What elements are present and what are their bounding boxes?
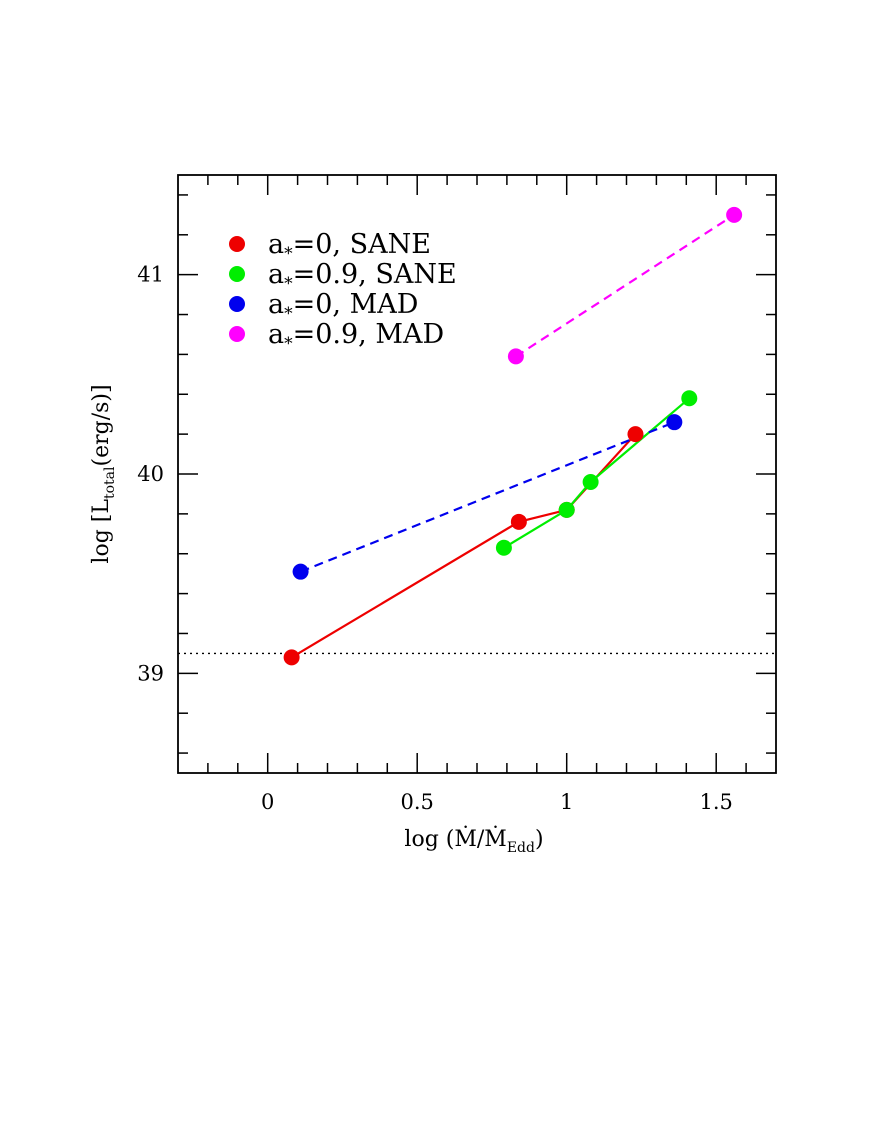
x-tick-label: 0.5 [400, 790, 433, 814]
legend-label: a*=0.9, SANE [268, 259, 457, 294]
plot-frame [177, 174, 777, 774]
y-tick-label: 40 [137, 462, 164, 486]
y-axis-label-suffix: (erg/s)] [89, 384, 114, 466]
y-tick-label: 41 [137, 263, 164, 287]
legend-marker [229, 296, 245, 312]
data-point [283, 649, 300, 666]
legend-marker [229, 236, 245, 252]
series-line-2 [300, 421, 675, 573]
legend-label: a*=0, MAD [268, 289, 418, 324]
data-point [507, 348, 524, 365]
x-tick-label: 0 [261, 790, 274, 814]
y-axis-label-sub: total [102, 466, 118, 499]
y-axis-label: log [Ltotal(erg/s)] [89, 384, 118, 563]
data-point [292, 563, 309, 580]
y-tick-label: 39 [137, 661, 164, 685]
series-line-1 [503, 397, 691, 549]
legend-marker [229, 266, 245, 282]
data-point [558, 501, 575, 518]
x-axis-label-sub: Edd [507, 840, 535, 856]
data-point [666, 414, 683, 431]
legend-label: a*=0.9, MAD [268, 319, 444, 354]
data-point [510, 513, 527, 530]
y-axis-label-prefix: log [L [89, 499, 114, 564]
data-point [627, 426, 644, 443]
x-axis-label-main: Ṁ/Ṁ [454, 825, 506, 852]
series-line-3 [515, 213, 735, 358]
x-tick-label: 1 [560, 790, 573, 814]
legend-label: a*=0, SANE [268, 229, 431, 264]
data-point [726, 206, 743, 223]
data-point [495, 539, 512, 556]
x-axis-label: log (Ṁ/ṀEdd) [404, 825, 543, 856]
series-line-0 [291, 433, 637, 659]
x-axis-label-suffix: ) [535, 827, 544, 852]
legend-marker [229, 326, 245, 342]
data-point [582, 473, 599, 490]
x-axis-label-prefix: log ( [404, 827, 454, 852]
data-point [681, 390, 698, 407]
x-tick-label: 1.5 [699, 790, 732, 814]
